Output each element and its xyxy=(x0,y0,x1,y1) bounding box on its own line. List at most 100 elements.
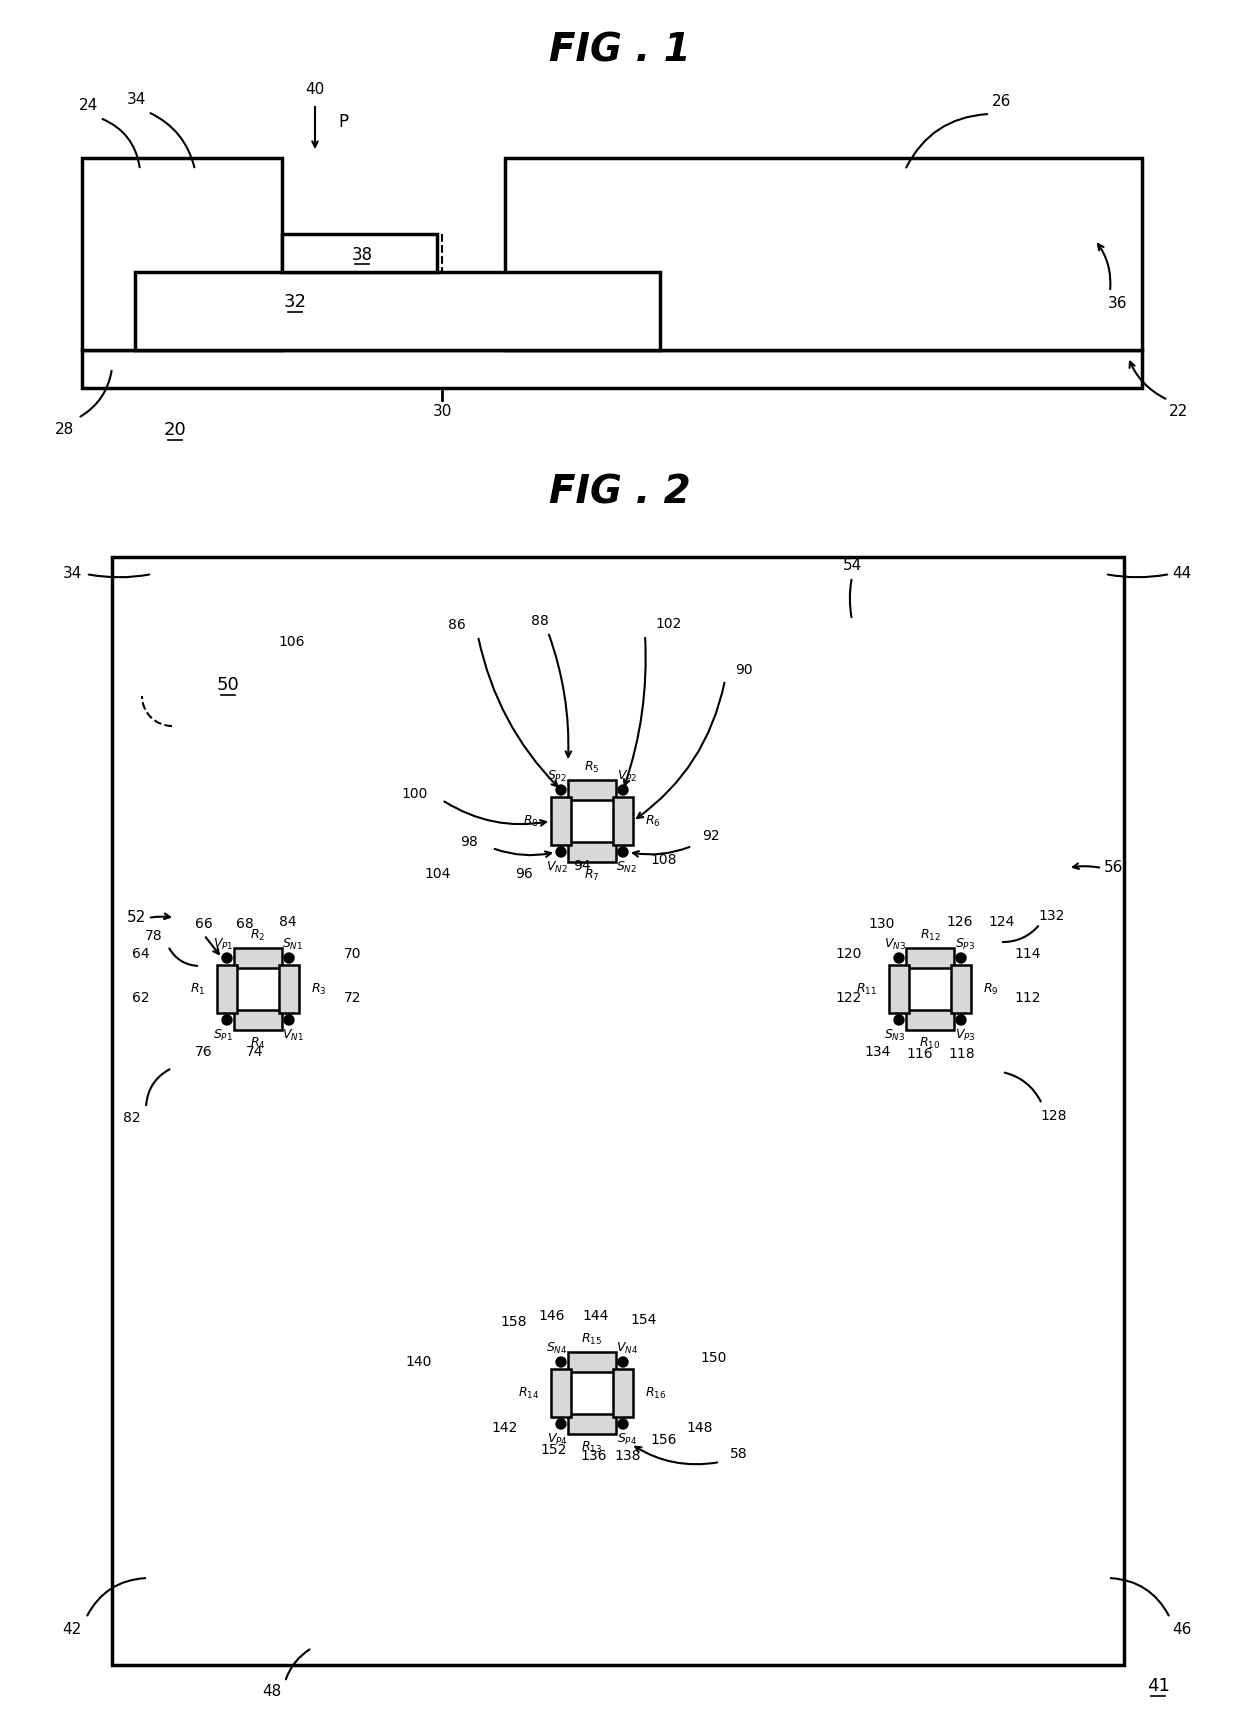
Bar xyxy=(279,965,299,1014)
Text: $S_{P1}$: $S_{P1}$ xyxy=(213,1028,233,1043)
Circle shape xyxy=(284,1016,294,1024)
Circle shape xyxy=(894,1016,904,1024)
Text: $R_{10}$: $R_{10}$ xyxy=(919,1035,941,1050)
Text: 106: 106 xyxy=(279,635,305,649)
Text: $V_{P1}$: $V_{P1}$ xyxy=(213,936,233,951)
Bar xyxy=(906,1010,954,1029)
Text: $R_1$: $R_1$ xyxy=(190,981,205,996)
Text: 132: 132 xyxy=(1039,910,1065,924)
Text: 142: 142 xyxy=(492,1422,518,1436)
Text: 152: 152 xyxy=(541,1443,567,1457)
Text: 122: 122 xyxy=(836,991,862,1005)
Circle shape xyxy=(284,953,294,963)
Text: $R_{14}$: $R_{14}$ xyxy=(518,1385,539,1401)
Text: 22: 22 xyxy=(1168,404,1188,420)
Text: $R_{11}$: $R_{11}$ xyxy=(856,981,877,996)
Text: 120: 120 xyxy=(836,948,862,962)
Bar xyxy=(568,842,616,863)
Text: 98: 98 xyxy=(460,835,477,849)
Text: 126: 126 xyxy=(947,915,973,929)
Text: 134: 134 xyxy=(864,1045,892,1059)
Text: 70: 70 xyxy=(343,948,362,962)
Bar xyxy=(551,797,570,845)
Text: 68: 68 xyxy=(236,917,254,930)
Text: 92: 92 xyxy=(702,830,719,844)
Text: $V_{P3}$: $V_{P3}$ xyxy=(955,1028,976,1043)
Circle shape xyxy=(556,1358,565,1366)
Bar xyxy=(906,948,954,969)
Text: 138: 138 xyxy=(615,1450,641,1463)
Text: $R_9$: $R_9$ xyxy=(983,981,998,996)
Text: 136: 136 xyxy=(580,1450,608,1463)
Bar xyxy=(217,965,237,1014)
Circle shape xyxy=(556,1418,565,1429)
Text: 116: 116 xyxy=(906,1047,934,1061)
Bar xyxy=(82,158,281,351)
Text: 42: 42 xyxy=(62,1623,82,1637)
Text: FIG . 2: FIG . 2 xyxy=(549,472,691,510)
Text: $R_{15}$: $R_{15}$ xyxy=(582,1332,603,1347)
Text: $R_4$: $R_4$ xyxy=(250,1035,265,1050)
Text: $S_{N3}$: $S_{N3}$ xyxy=(884,1028,905,1043)
Bar xyxy=(82,351,1142,389)
Text: 114: 114 xyxy=(1014,948,1040,962)
Text: 88: 88 xyxy=(531,615,549,628)
Text: 90: 90 xyxy=(735,663,753,677)
Bar xyxy=(551,1370,570,1417)
Bar xyxy=(234,1010,281,1029)
Bar xyxy=(135,273,660,351)
Text: $R_6$: $R_6$ xyxy=(645,814,661,828)
Text: 112: 112 xyxy=(1014,991,1040,1005)
Circle shape xyxy=(222,1016,232,1024)
Text: $S_{P4}$: $S_{P4}$ xyxy=(618,1432,637,1446)
Text: 118: 118 xyxy=(949,1047,976,1061)
Text: 20: 20 xyxy=(164,422,186,439)
Text: 50: 50 xyxy=(217,675,239,694)
Bar xyxy=(613,1370,632,1417)
Bar xyxy=(613,797,632,845)
Text: 36: 36 xyxy=(1109,297,1127,311)
Bar xyxy=(889,965,909,1014)
Text: 100: 100 xyxy=(402,786,428,800)
Text: 66: 66 xyxy=(195,917,213,930)
Text: 40: 40 xyxy=(305,83,325,97)
Text: 58: 58 xyxy=(730,1448,748,1462)
Text: 154: 154 xyxy=(631,1312,657,1326)
Circle shape xyxy=(956,953,966,963)
Text: 54: 54 xyxy=(842,557,862,573)
Circle shape xyxy=(618,785,627,795)
Text: 41: 41 xyxy=(1147,1677,1169,1694)
Text: 38: 38 xyxy=(351,247,372,264)
Text: $V_{N2}$: $V_{N2}$ xyxy=(546,859,568,875)
Bar xyxy=(112,557,1123,1665)
Circle shape xyxy=(618,1418,627,1429)
Text: 44: 44 xyxy=(1172,566,1192,582)
Text: 34: 34 xyxy=(62,566,82,582)
Text: 102: 102 xyxy=(655,616,681,630)
Text: P: P xyxy=(339,113,348,130)
Text: 94: 94 xyxy=(573,859,590,873)
Text: $R_{16}$: $R_{16}$ xyxy=(645,1385,666,1401)
Text: $S_{N2}$: $S_{N2}$ xyxy=(616,859,637,875)
Text: 74: 74 xyxy=(247,1045,264,1059)
Text: 30: 30 xyxy=(433,404,451,420)
Bar xyxy=(568,1352,616,1371)
Text: $S_{N1}$: $S_{N1}$ xyxy=(283,936,304,951)
Text: $R_7$: $R_7$ xyxy=(584,868,600,882)
Text: 72: 72 xyxy=(343,991,362,1005)
Text: 128: 128 xyxy=(1040,1109,1068,1123)
Text: $V_{P4}$: $V_{P4}$ xyxy=(547,1432,568,1446)
Text: 84: 84 xyxy=(279,915,296,929)
Text: 24: 24 xyxy=(78,99,98,113)
Text: 130: 130 xyxy=(869,917,895,930)
Circle shape xyxy=(222,953,232,963)
Text: $R_2$: $R_2$ xyxy=(250,927,265,943)
Text: 156: 156 xyxy=(651,1432,677,1448)
Text: 150: 150 xyxy=(701,1351,727,1364)
Text: 46: 46 xyxy=(1172,1623,1192,1637)
Bar xyxy=(568,779,616,800)
Text: 48: 48 xyxy=(263,1684,281,1700)
Text: 146: 146 xyxy=(538,1309,565,1323)
Text: FIG . 1: FIG . 1 xyxy=(549,31,691,69)
Circle shape xyxy=(556,785,565,795)
